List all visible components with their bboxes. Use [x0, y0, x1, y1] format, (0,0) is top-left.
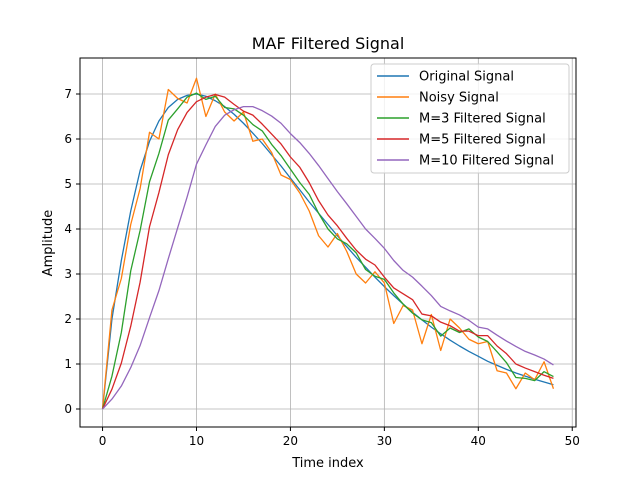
x-axis-label: Time index [291, 456, 364, 471]
x-tick-label: 50 [565, 434, 580, 448]
series-line-1 [101, 77, 555, 410]
series-line-3 [101, 93, 554, 410]
y-tick-label: 0 [64, 402, 72, 416]
y-ticks: 0 1 2 3 4 5 6 7 [64, 87, 80, 416]
legend-label: Original Signal [419, 70, 514, 85]
x-tick-label: 0 [99, 434, 107, 448]
y-tick-label: 3 [64, 267, 72, 281]
legend: Original Signal Noisy Signal M=3 Filtered … [370, 63, 570, 174]
y-tick-label: 6 [64, 132, 72, 146]
y-axis-label: Amplitude [41, 210, 56, 277]
y-tick-label: 1 [64, 357, 72, 371]
series-line-4 [102, 105, 554, 410]
y-tick-label: 2 [64, 312, 72, 326]
x-tick-label: 40 [471, 434, 486, 448]
series-lines [101, 77, 555, 410]
legend-box [370, 63, 570, 174]
y-tick-label: 5 [64, 177, 72, 191]
x-tick-label: 30 [377, 434, 392, 448]
x-ticks: 0 10 20 30 40 50 [99, 427, 580, 448]
chart-title: MAF Filtered Signal [252, 34, 405, 53]
legend-label: Noisy Signal [419, 91, 499, 106]
series-line-0 [101, 93, 554, 410]
legend-label: M=5 Filtered Signal [419, 133, 546, 148]
axes-frame [79, 57, 577, 428]
y-tick-label: 4 [64, 222, 72, 236]
x-tick-label: 10 [189, 434, 204, 448]
y-tick-label: 7 [64, 87, 72, 101]
series-line-2 [101, 92, 554, 410]
x-tick-label: 20 [283, 434, 298, 448]
legend-label: M=10 Filtered Signal [419, 154, 554, 169]
legend-label: M=3 Filtered Signal [419, 112, 546, 127]
